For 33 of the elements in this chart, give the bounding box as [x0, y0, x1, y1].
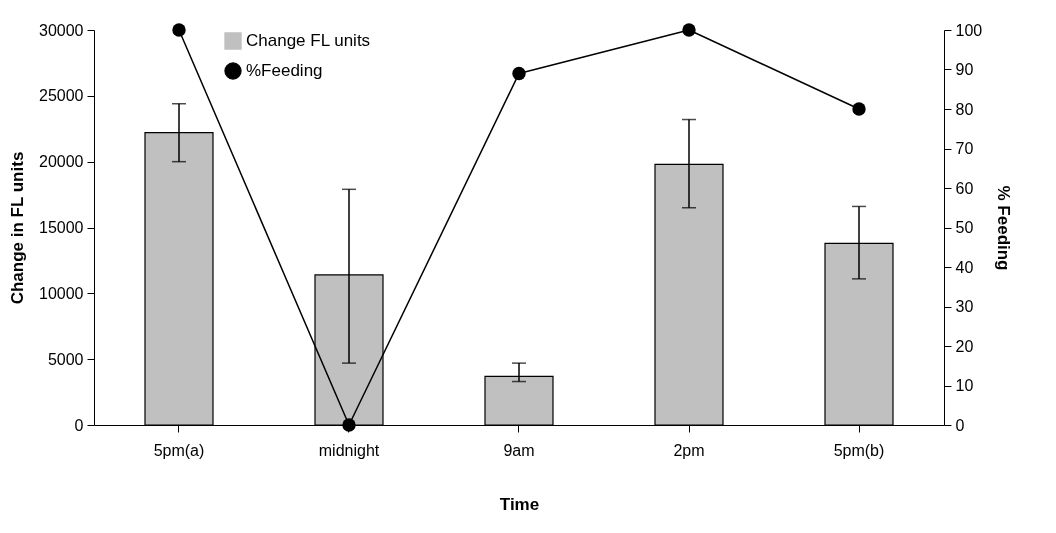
y2-tick-label: 50 [955, 219, 974, 236]
x-axis-title: Time [499, 494, 540, 514]
y-tick-label: 30000 [39, 21, 84, 39]
legend-label: %Feeding [246, 61, 323, 80]
x-tick-label: 5pm(b) [833, 441, 885, 459]
y2-tick-label: 40 [955, 258, 974, 276]
legend-label: Change FL units [246, 31, 371, 50]
y-tick-label: 0 [74, 416, 84, 434]
y-tick-label: 20000 [39, 153, 84, 171]
point [682, 23, 696, 37]
y2-tick-label: 10 [955, 377, 974, 394]
y-tick-label: 10000 [39, 284, 84, 302]
y2-tick-label: 20 [955, 337, 974, 355]
y-tick-label: 15000 [39, 219, 84, 236]
y2-tick-label: 70 [955, 140, 974, 157]
point [852, 102, 866, 116]
x-tick-label: 2pm [673, 441, 705, 459]
y2-tick-label: 30 [955, 298, 974, 315]
x-tick-label: 5pm(a) [153, 441, 205, 459]
y-axis-title: Change in FL units [8, 151, 28, 305]
y-tick-label: 5000 [47, 350, 84, 368]
y2-axis-title: % Feeding [994, 185, 1014, 271]
x-tick-label: midnight [318, 441, 380, 459]
y2-tick-label: 90 [955, 61, 974, 78]
point [512, 66, 526, 81]
y2-tick-label: 0 [955, 416, 965, 434]
y2-tick-label: 100 [955, 21, 983, 39]
y2-tick-label: 80 [955, 100, 974, 118]
point [342, 418, 356, 432]
x-tick-label: 9am [503, 441, 535, 459]
point [172, 23, 186, 37]
y2-tick-label: 60 [955, 179, 974, 197]
y-tick-label: 25000 [39, 87, 84, 105]
